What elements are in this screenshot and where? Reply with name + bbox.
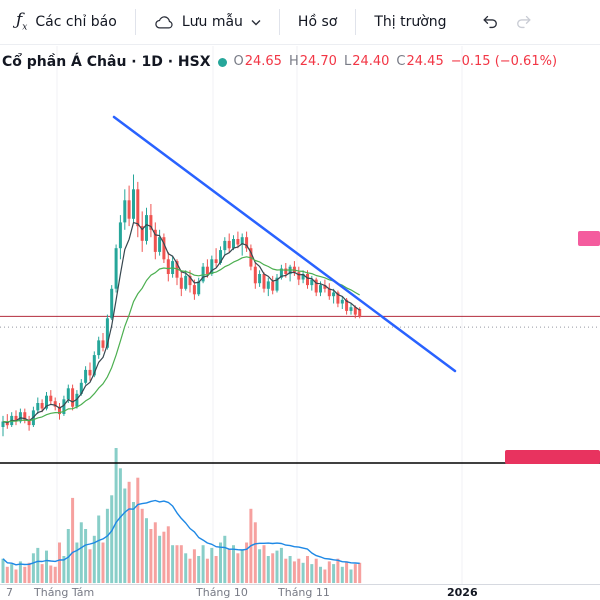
high-value: 24.70: [299, 54, 337, 69]
close-readout: C24.45: [396, 53, 443, 71]
undo-button[interactable]: [473, 5, 507, 39]
symbol-title: Cổ phần Á Châu · 1D · HSX: [2, 54, 211, 70]
open-label: O: [233, 54, 244, 69]
low-readout: L24.40: [344, 53, 389, 71]
close-value: 24.45: [406, 54, 444, 69]
toolbar-separator: [134, 9, 136, 35]
time-axis-label: Tháng Tám: [34, 586, 95, 599]
time-axis-label: 7: [6, 586, 13, 599]
time-axis-label: Tháng 10: [196, 586, 248, 599]
top-toolbar: ƒx Các chỉ báo Lưu mẫu Hồ sơ Thị trường: [0, 0, 600, 45]
time-axis-label: 2026: [447, 586, 478, 599]
ohlc-values: O24.65 H24.70 L24.40 C24.45 −0.15 (−0.61…: [234, 53, 558, 71]
save-template-label: Lưu mẫu: [181, 14, 243, 30]
save-template-button[interactable]: Lưu mẫu: [142, 5, 273, 39]
toolbar-separator: [278, 9, 280, 35]
symbol-legend[interactable]: Cổ phần Á Châu · 1D · HSX O24.65 H24.70 …: [2, 53, 557, 71]
time-axis-label: Tháng 11: [278, 586, 330, 599]
low-value: 24.40: [352, 54, 390, 69]
cloud-icon: [154, 13, 174, 31]
redo-arrow-icon: [514, 12, 534, 32]
market-button[interactable]: Thị trường: [362, 5, 458, 39]
open-readout: O24.65: [234, 53, 282, 71]
fx-indicators-icon: ƒx: [16, 9, 28, 33]
time-axis[interactable]: 7 Tháng Tám Tháng 10 Tháng 11 2026: [0, 584, 600, 600]
change-value: −0.15 (−0.61%): [450, 54, 558, 69]
market-status-dot: [217, 57, 227, 67]
toolbar-separator: [355, 9, 357, 35]
close-label: C: [396, 54, 406, 69]
indicators-button[interactable]: ƒx Các chỉ báo: [4, 5, 129, 39]
high-label: H: [288, 54, 299, 69]
market-label: Thị trường: [374, 14, 447, 30]
profile-label: Hồ sơ: [297, 14, 338, 30]
redo-button[interactable]: [507, 5, 541, 39]
price-label-upper[interactable]: [578, 231, 600, 246]
profile-button[interactable]: Hồ sơ: [286, 5, 349, 39]
open-value: 24.65: [244, 54, 282, 69]
low-label: L: [343, 54, 352, 69]
chevron-down-icon: [251, 19, 261, 26]
indicators-label: Các chỉ báo: [35, 14, 117, 30]
price-label-lower[interactable]: [505, 450, 600, 464]
undo-arrow-icon: [480, 12, 500, 32]
high-readout: H24.70: [289, 53, 337, 71]
